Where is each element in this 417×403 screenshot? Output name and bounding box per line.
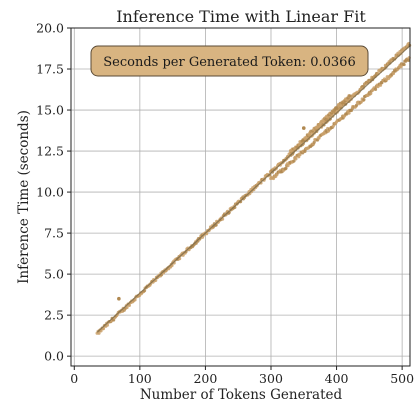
- plot-frame: [70, 27, 411, 367]
- data-point: [378, 83, 383, 87]
- data-point: [127, 303, 131, 307]
- grid-lines: [71, 27, 410, 366]
- data-point: [335, 106, 339, 111]
- data-point: [347, 111, 351, 115]
- data-point: [362, 98, 366, 102]
- data-point: [321, 119, 326, 123]
- data-point: [292, 159, 296, 163]
- data-point: [391, 71, 396, 76]
- data-point: [286, 164, 290, 168]
- y-tick-label-1: 2.5: [44, 308, 64, 323]
- y-tick-label-7: 17.5: [36, 62, 64, 77]
- data-point: [406, 58, 411, 62]
- data-point: [354, 103, 359, 107]
- data-point: [324, 117, 328, 121]
- x-tick-label-4: 400: [325, 371, 349, 386]
- chart-title: Inference Time with Linear Fit: [116, 7, 366, 26]
- data-point: [125, 305, 129, 310]
- y-axis-label: Inference Time (seconds): [16, 110, 32, 284]
- outlier-point-1: [301, 126, 306, 130]
- annotation-background: [90, 45, 369, 77]
- data-point: [369, 91, 373, 96]
- x-tick-label-1: 100: [128, 371, 152, 386]
- y-tick-label-3: 7.5: [44, 226, 64, 241]
- data-point: [373, 87, 378, 91]
- fit-line-group: [96, 45, 411, 333]
- outlier-point-0: [117, 296, 121, 301]
- data-point: [297, 143, 301, 147]
- y-tick-label-8: 20.0: [36, 21, 64, 36]
- data-point: [315, 125, 319, 129]
- y-tick-label-0: 0.0: [44, 349, 64, 364]
- data-point: [294, 157, 298, 161]
- x-tick-label-5: 500: [390, 371, 414, 386]
- x-tick-label-3: 300: [259, 371, 283, 386]
- x-axis-ticks: 0 100 200 300 400 500: [70, 366, 414, 386]
- x-tick-label-0: 0: [70, 371, 78, 386]
- data-point: [331, 124, 335, 128]
- data-point: [402, 62, 406, 67]
- data-point: [284, 166, 288, 170]
- y-tick-label-4: 10.0: [36, 185, 64, 200]
- data-point: [348, 94, 352, 98]
- data-point: [97, 331, 101, 335]
- y-tick-label-2: 5.0: [44, 267, 64, 282]
- annotation-box: Seconds per Generated Token: 0.0366: [90, 45, 369, 77]
- x-axis-label: Number of Tokens Generated: [140, 387, 343, 403]
- annotation-text: Seconds per Generated Token: 0.0366: [103, 55, 355, 70]
- x-tick-label-2: 200: [193, 371, 217, 386]
- data-point: [298, 153, 302, 157]
- y-tick-label-5: 12.5: [36, 144, 64, 159]
- y-axis-ticks: 0.0 2.5 5.0 7.5 10.0 12.5 15.0 17.5 20.0: [36, 21, 71, 364]
- y-tick-label-6: 15.0: [36, 103, 64, 118]
- data-point: [312, 140, 316, 144]
- fit-line: [96, 45, 411, 333]
